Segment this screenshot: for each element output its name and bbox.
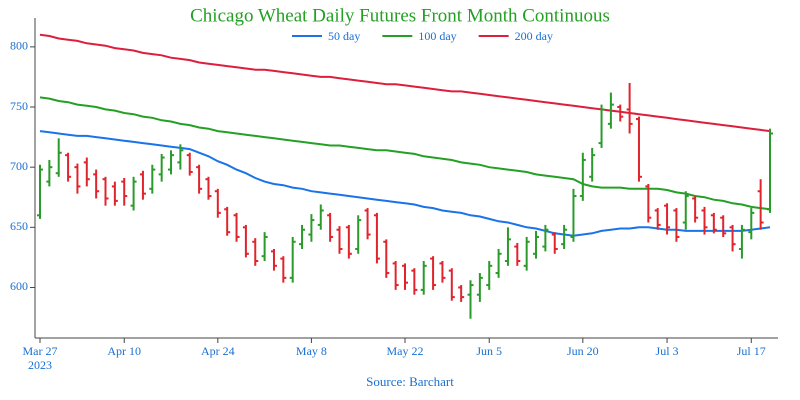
x-tick-label: May 8 <box>295 344 327 358</box>
x-tick-label: Apr 10 <box>107 344 142 358</box>
y-tick-label: 800 <box>10 39 28 53</box>
y-tick-label: 700 <box>10 159 28 173</box>
x-tick-label: Apr 24 <box>200 344 235 358</box>
legend-label: 50 day <box>328 29 360 43</box>
chart-title: Chicago Wheat Daily Futures Front Month … <box>190 5 610 26</box>
x-tick-label: Jul 17 <box>736 344 766 358</box>
y-tick-label: 750 <box>10 99 28 113</box>
x-tick-label: Jun 5 <box>476 344 503 358</box>
ma-line <box>39 130 771 237</box>
y-tick-label: 650 <box>10 219 28 233</box>
x-tick-label: Jul 3 <box>655 344 679 358</box>
source-note: Source: Barchart <box>366 374 454 389</box>
x-tick-label: Jun 20 <box>566 344 599 358</box>
ma-line <box>39 96 771 211</box>
x-tick-label: Mar 27 2023 <box>22 344 58 372</box>
legend-label: 200 day <box>515 29 553 43</box>
y-tick-label: 600 <box>10 279 28 293</box>
legend-label: 100 day <box>418 29 456 43</box>
x-tick-label: May 22 <box>386 344 424 358</box>
ma-line <box>39 33 771 133</box>
